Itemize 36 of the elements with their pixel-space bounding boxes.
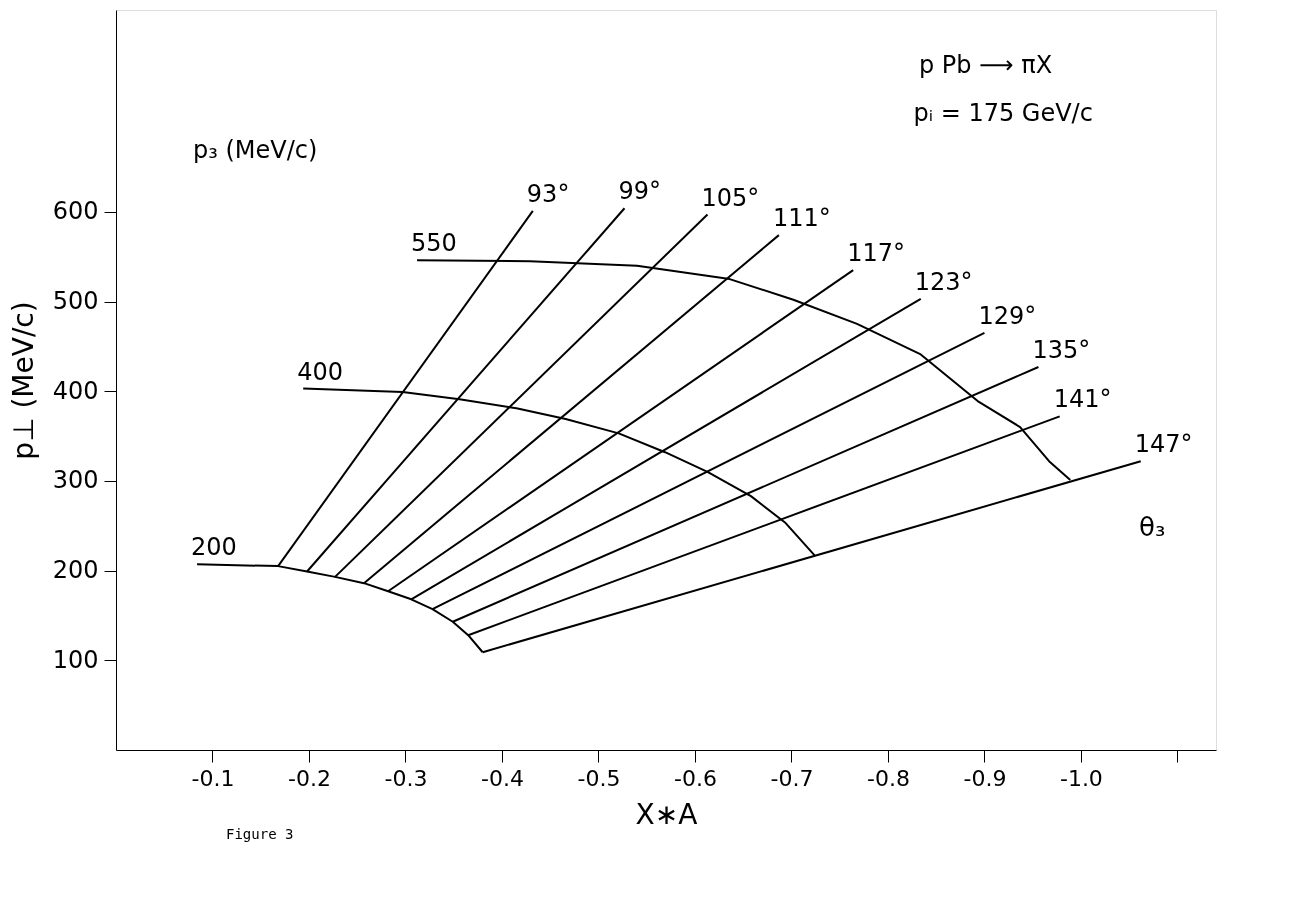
annotation: p₃ (MeV/c) xyxy=(193,135,318,164)
x-tick-label: -0.9 xyxy=(963,765,1007,791)
x-tick-label: -0.7 xyxy=(770,765,814,791)
series-label: 141° xyxy=(1053,385,1112,414)
series-label: 123° xyxy=(914,267,973,296)
series-label: 93° xyxy=(526,179,570,208)
series-label: 200 xyxy=(191,533,237,562)
y-tick-label: 200 xyxy=(52,556,99,585)
series-label: 105° xyxy=(701,183,760,212)
series-label: 400 xyxy=(297,357,344,386)
annotation: θ₃ xyxy=(1139,512,1166,542)
y-axis-title: p⊥ (MeV/c) xyxy=(6,301,40,460)
series-label: 117° xyxy=(847,239,906,268)
y-tick-label: 400 xyxy=(52,376,99,405)
x-tick-label: -0.4 xyxy=(481,765,524,791)
x-tick-label: -0.1 xyxy=(191,765,235,791)
series-label: 147° xyxy=(1134,430,1193,459)
annotation: pᵢ = 175 GeV/c xyxy=(913,98,1093,127)
series-label: 135° xyxy=(1032,335,1091,364)
caption: Figure 3 xyxy=(226,826,294,843)
x-axis-title: X∗A xyxy=(635,797,698,831)
annotation: p Pb ⟶ πX xyxy=(919,50,1053,79)
x-tick-label: -0.6 xyxy=(673,765,717,791)
y-tick-label: 600 xyxy=(52,197,99,226)
series-label: 129° xyxy=(978,301,1037,330)
series-label: 99° xyxy=(618,177,662,206)
x-tick-label: -0.3 xyxy=(384,765,428,791)
x-tick-label: -1.0 xyxy=(1059,765,1103,791)
x-tick-label: -0.8 xyxy=(866,765,910,791)
y-tick-label: 300 xyxy=(52,466,99,495)
y-tick-label: 100 xyxy=(52,645,99,674)
x-tick-label: -0.2 xyxy=(288,765,331,791)
x-tick-label: -0.5 xyxy=(577,765,621,791)
series-label: 111° xyxy=(772,204,831,233)
y-tick-label: 500 xyxy=(52,287,99,316)
series-label: 550 xyxy=(411,229,457,258)
